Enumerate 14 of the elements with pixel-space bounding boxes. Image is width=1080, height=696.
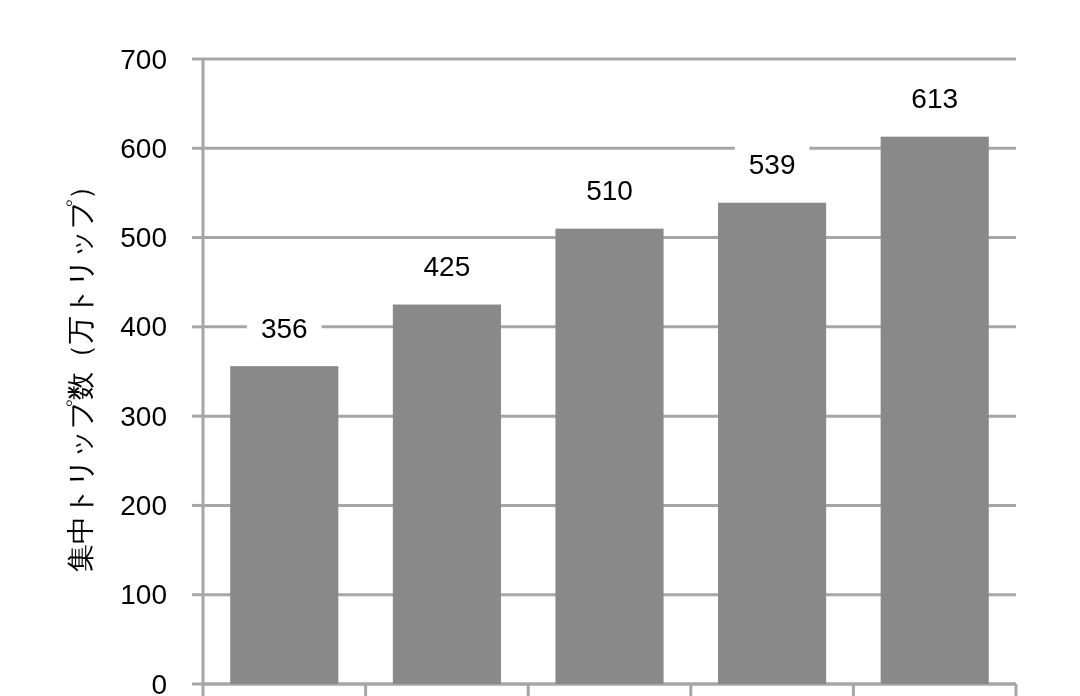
data-label: 510 <box>586 175 633 207</box>
y-axis-title: 集中トリップ数（万トリップ） <box>64 171 96 572</box>
data-label: 613 <box>911 83 959 115</box>
y-tick-label: 0 <box>151 668 167 696</box>
y-tick-label: 100 <box>120 579 167 611</box>
y-tick-label: 500 <box>120 222 167 254</box>
y-tick-label: 300 <box>120 400 167 432</box>
data-label: 539 <box>748 149 796 181</box>
data-label: 356 <box>260 312 308 344</box>
y-tick-label: 700 <box>120 43 167 75</box>
y-tick-label: 600 <box>120 132 167 164</box>
y-tick-label: 400 <box>120 311 167 343</box>
data-label: 425 <box>423 251 471 283</box>
y-tick-label: 200 <box>120 489 167 521</box>
